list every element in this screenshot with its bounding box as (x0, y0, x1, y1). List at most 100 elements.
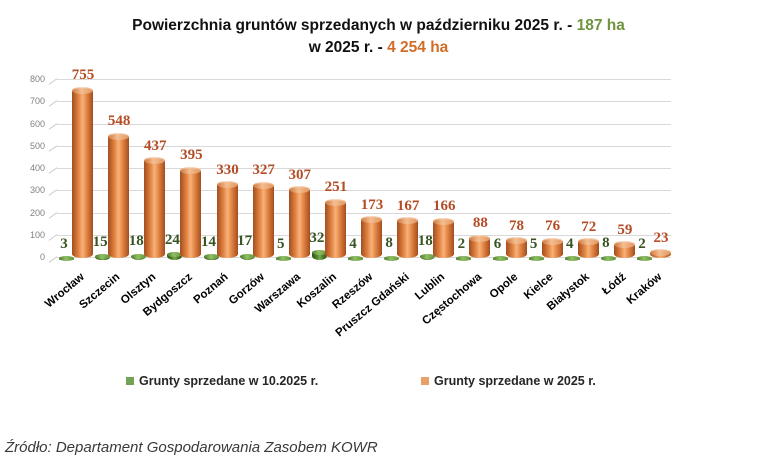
x-label-slot: Kraków (625, 263, 671, 368)
y-tick-label: 500 (29, 140, 45, 151)
bar-year (324, 198, 346, 258)
bar-year (216, 181, 238, 258)
chart-title-line1: Powierzchnia gruntów sprzedanych w paźdz… (0, 15, 757, 37)
bar-october (384, 255, 400, 261)
y-tick-label: 800 (29, 74, 45, 84)
value-label-year: 88 (472, 215, 488, 232)
x-label-slot: Szczecin (78, 263, 129, 368)
bar-year (541, 237, 563, 258)
gridline-200: 200 (30, 208, 671, 218)
value-label-year: 173 (360, 196, 384, 213)
legend-label-october: Grunty sprzedane w 10.2025 r. (139, 374, 319, 388)
bar-body (433, 221, 455, 258)
bar-october (600, 255, 616, 261)
y-tick-label: 700 (29, 96, 45, 107)
x-label-slot: Opole (487, 263, 527, 368)
bar-cap (216, 181, 238, 189)
bar-body (541, 241, 563, 258)
y-tick-label: 200 (29, 207, 45, 218)
bar-cap (252, 181, 274, 189)
value-label-october: 5 (529, 235, 538, 252)
value-label-year: 59 (617, 221, 633, 238)
october-total-value: 187 ha (576, 17, 625, 34)
bar-body (324, 202, 346, 258)
bar-year (361, 216, 382, 258)
bar-october (203, 254, 219, 260)
bar-group-wrocław: 3 755 (57, 68, 94, 261)
x-label-slot: Warszawa (253, 263, 310, 368)
bar-october (311, 250, 327, 260)
bar-cap (456, 256, 472, 261)
bar-cap (95, 254, 111, 260)
y-tick-label: 0 (39, 252, 45, 262)
value-label-october: 3 (60, 235, 68, 252)
bar-body (577, 241, 599, 258)
bar-cap (613, 241, 635, 249)
value-label-october: 8 (602, 235, 610, 252)
chart-title: Powierzchnia gruntów sprzedanych w paźdz… (0, 15, 757, 59)
bar-year (397, 217, 419, 258)
bar-body (505, 240, 527, 258)
bar-cap (420, 253, 436, 259)
bar-cap (492, 256, 508, 261)
x-label-slot: Gorzów (227, 263, 274, 368)
y-tick-label: 400 (29, 163, 45, 173)
bar-cap (505, 237, 527, 245)
value-label-october: 17 (237, 233, 253, 250)
bar-body (72, 90, 93, 258)
bar-year (650, 249, 671, 258)
bar-group-łódź: 8 59 (599, 80, 635, 261)
bar-october (564, 256, 580, 261)
bar-body (180, 170, 202, 258)
bar-year (180, 166, 202, 258)
value-label-october: 2 (457, 235, 466, 252)
bar-group-rzeszów: 4 173 (346, 80, 383, 261)
value-label-october: 18 (128, 233, 144, 249)
bar-year (72, 86, 93, 258)
value-label-year: 78 (509, 217, 524, 234)
bar-year (613, 241, 635, 258)
gridline-700: 700 (30, 96, 671, 106)
bar-body (361, 219, 382, 258)
y-tick-label: 100 (29, 229, 45, 240)
x-label-slot: Koszalin (295, 263, 346, 368)
bar-cap (275, 256, 291, 261)
bar-cap (59, 256, 74, 261)
bar-cap (528, 256, 544, 261)
bar-year (144, 157, 166, 258)
bar-cap (203, 254, 219, 260)
x-axis-labels: Wrocław Szczecin Olsztyn Bydgoszcz Poznań Gor… (43, 263, 671, 368)
x-label-slot: Poznań (192, 263, 238, 368)
bar-cap (637, 256, 652, 261)
bar-cap (180, 166, 202, 174)
value-label-october: 32 (309, 229, 325, 246)
x-label-slot: Wrocław (43, 263, 93, 368)
value-label-year: 548 (107, 113, 131, 130)
value-label-october: 2 (638, 235, 646, 252)
x-label-slot: Częstochowa (420, 263, 490, 368)
bar-cap (361, 216, 382, 224)
bar-group-kielce: 5 76 (527, 80, 563, 261)
city-label: Lublin (413, 271, 448, 303)
bar-group-opole: 6 78 (491, 80, 527, 261)
bar-october (420, 253, 436, 260)
bar-october (95, 254, 111, 260)
bar-body (108, 136, 130, 258)
legend-swatch-green-icon (126, 377, 134, 385)
bar-body (252, 185, 274, 258)
legend-item-october: Grunty sprzedane w 10.2025 r. (126, 374, 318, 388)
bar-year (433, 217, 455, 258)
bar-body (613, 244, 635, 258)
year-total-value: 4 254 ha (387, 39, 449, 56)
bar-group-kraków: 2 23 (635, 80, 671, 261)
bar-year (108, 132, 130, 258)
bar-cap (167, 252, 183, 258)
y-tick-label: 300 (29, 185, 45, 196)
bar-cap (469, 234, 491, 242)
x-label-slot: Kielce (522, 263, 563, 368)
bar-year (577, 238, 599, 258)
value-label-october: 4 (349, 235, 357, 252)
bar-group-białystok: 4 72 (563, 80, 599, 261)
bar-body (311, 252, 327, 260)
